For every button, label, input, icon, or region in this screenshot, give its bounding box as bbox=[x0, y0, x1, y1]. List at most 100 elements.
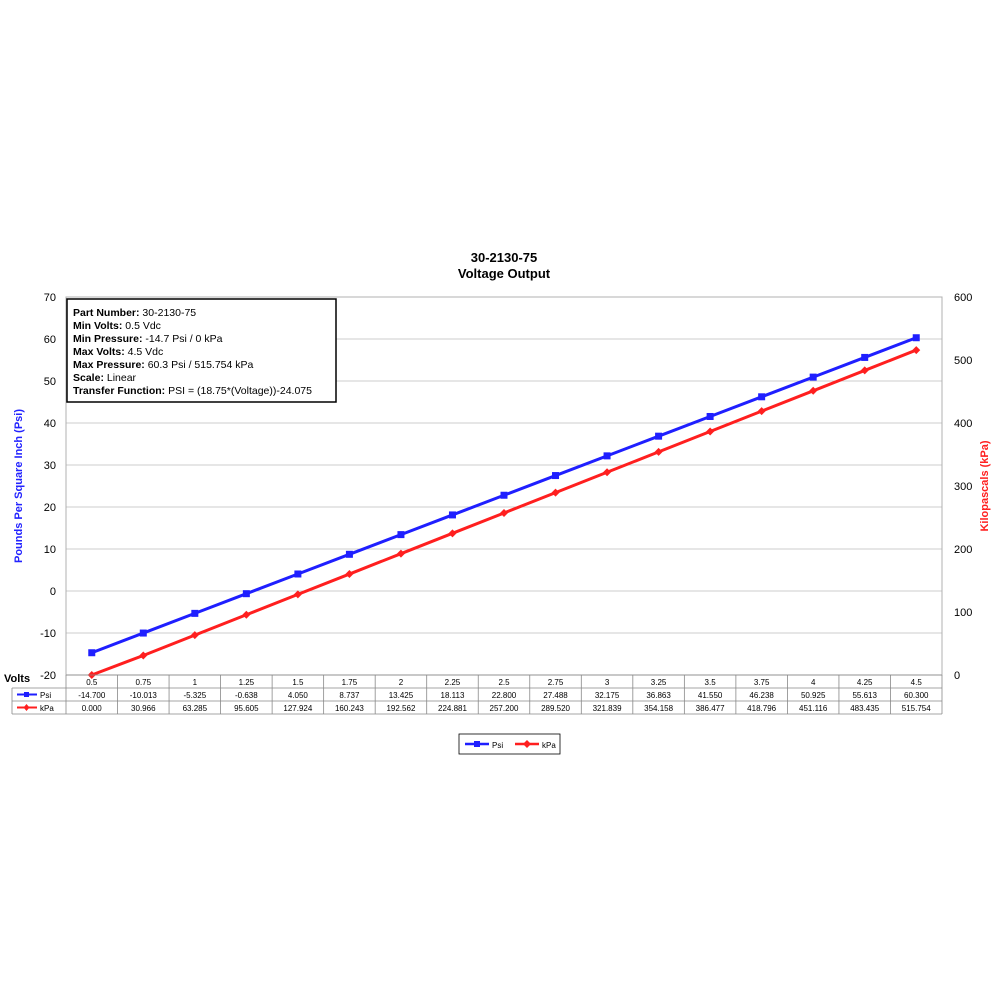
data-point-psi bbox=[758, 393, 766, 401]
x-tick-label: 1.75 bbox=[342, 678, 358, 687]
x-tick-label: 2 bbox=[399, 678, 404, 687]
data-point-psi bbox=[861, 353, 869, 361]
legend-frame bbox=[458, 733, 561, 755]
table-cell: -14.700 bbox=[78, 691, 106, 700]
info-line: Min Volts: 0.5 Vdc bbox=[73, 320, 161, 332]
info-value: 0.5 Vdc bbox=[122, 320, 161, 332]
info-line: Scale: Linear bbox=[73, 372, 137, 384]
y-left-tick-label: 0 bbox=[50, 586, 56, 598]
legend-marker-psi bbox=[474, 741, 480, 747]
y-right-tick-label: 500 bbox=[954, 355, 972, 367]
table-cell: 160.243 bbox=[335, 704, 364, 713]
series-lines bbox=[87, 334, 921, 679]
table-cell: 257.200 bbox=[490, 704, 519, 713]
info-key: Min Pressure: bbox=[73, 333, 142, 345]
x-tick-label: 2.25 bbox=[445, 678, 461, 687]
info-line: Min Pressure: -14.7 Psi / 0 kPa bbox=[73, 333, 223, 345]
legend-label-psi: Psi bbox=[492, 741, 503, 750]
data-point-kpa bbox=[345, 570, 354, 579]
data-point-kpa bbox=[242, 610, 251, 619]
info-line: Transfer Function: PSI = (18.75*(Voltage… bbox=[73, 385, 312, 397]
x-tick-label: 1 bbox=[193, 678, 198, 687]
y-right-tick-label: 600 bbox=[954, 292, 972, 304]
table-cell: 55.613 bbox=[852, 691, 877, 700]
info-value: Linear bbox=[104, 372, 137, 384]
y-left-tick-label: 20 bbox=[44, 502, 56, 514]
legend-label-kpa: kPa bbox=[542, 741, 556, 750]
info-line: Max Volts: 4.5 Vdc bbox=[73, 346, 163, 358]
table-cell: -0.638 bbox=[235, 691, 258, 700]
data-point-kpa bbox=[706, 427, 715, 436]
table-cell: 18.113 bbox=[441, 691, 465, 700]
table-cell: 63.285 bbox=[183, 704, 208, 713]
data-point-kpa bbox=[603, 468, 612, 477]
y-left-tick-label: 10 bbox=[44, 544, 56, 556]
x-tick-label: 0.75 bbox=[136, 678, 152, 687]
data-point-psi bbox=[448, 511, 456, 519]
table-cell: 224.881 bbox=[438, 704, 467, 713]
x-tick-label: 4.5 bbox=[911, 678, 923, 687]
chart-subtitle: Voltage Output bbox=[458, 266, 551, 281]
table-cell: 515.754 bbox=[902, 704, 931, 713]
data-point-psi bbox=[88, 649, 96, 657]
table-cell: 60.300 bbox=[904, 691, 929, 700]
data-point-psi bbox=[603, 452, 611, 460]
y-left-tick-label: -20 bbox=[40, 670, 56, 682]
table-cell: 22.800 bbox=[492, 691, 517, 700]
table-cell: 354.158 bbox=[644, 704, 673, 713]
x-tick-label: 0.5 bbox=[86, 678, 98, 687]
table-legend-marker bbox=[24, 692, 29, 697]
y-right-tick-label: 100 bbox=[954, 607, 972, 619]
data-point-kpa bbox=[809, 386, 818, 395]
x-tick-label: 1.5 bbox=[292, 678, 304, 687]
table-cell: 4.050 bbox=[288, 691, 309, 700]
x-tick-label: 4.25 bbox=[857, 678, 873, 687]
data-point-psi bbox=[706, 412, 714, 420]
info-line: Max Pressure: 60.3 Psi / 515.754 kPa bbox=[73, 359, 254, 371]
info-value: -14.7 Psi / 0 kPa bbox=[142, 333, 222, 345]
x-tick-label: 1.25 bbox=[239, 678, 255, 687]
x-tick-label: 3.5 bbox=[705, 678, 717, 687]
table-cell: 13.425 bbox=[389, 691, 414, 700]
info-box-frame bbox=[66, 298, 337, 403]
legend: Psi kPa bbox=[458, 733, 561, 755]
data-point-kpa bbox=[293, 590, 302, 599]
info-key: Part Number: bbox=[73, 307, 140, 319]
table-cell: 0.000 bbox=[82, 704, 103, 713]
data-point-psi bbox=[655, 432, 663, 440]
data-point-psi bbox=[552, 472, 560, 480]
info-value: 30-2130-75 bbox=[140, 307, 197, 319]
table-cell: 483.435 bbox=[850, 704, 879, 713]
data-point-kpa bbox=[551, 488, 560, 497]
data-point-kpa bbox=[500, 508, 508, 517]
data-point-kpa bbox=[448, 529, 457, 538]
info-key: Transfer Function: bbox=[73, 385, 165, 397]
table-cell: -10.013 bbox=[130, 691, 158, 700]
data-point-kpa bbox=[860, 366, 869, 375]
y-right-tick-label: 0 bbox=[954, 670, 960, 682]
data-point-kpa bbox=[190, 631, 199, 640]
table-cell: 30.966 bbox=[131, 704, 156, 713]
table-cell: 50.925 bbox=[801, 691, 826, 700]
table-cell: -5.325 bbox=[183, 691, 206, 700]
x-tick-label: 2.5 bbox=[498, 678, 510, 687]
y-left-tick-label: -10 bbox=[40, 628, 56, 640]
x-axis-label: Volts bbox=[4, 673, 30, 685]
data-point-psi bbox=[294, 570, 302, 578]
y-right-ticks: 600 500 400 300 200 100 0 bbox=[954, 292, 972, 682]
y-right-tick-label: 200 bbox=[954, 544, 972, 556]
info-key: Max Pressure: bbox=[73, 359, 145, 371]
table-cell: 36.863 bbox=[646, 691, 671, 700]
y-left-axis-label: Pounds Per Square Inch (Psi) bbox=[13, 409, 25, 563]
y-left-tick-label: 30 bbox=[44, 460, 56, 472]
data-point-psi bbox=[242, 590, 250, 598]
data-point-psi bbox=[345, 550, 353, 558]
info-value: 60.3 Psi / 515.754 kPa bbox=[145, 359, 254, 371]
chart-title: 30-2130-75 bbox=[471, 250, 538, 265]
legend-marker-kpa bbox=[523, 740, 531, 748]
table-cell: 46.238 bbox=[749, 691, 774, 700]
info-key: Min Volts: bbox=[73, 320, 122, 332]
table-legend-marker bbox=[23, 704, 30, 711]
table-cell: 289.520 bbox=[541, 704, 570, 713]
y-left-tick-label: 60 bbox=[44, 334, 56, 346]
